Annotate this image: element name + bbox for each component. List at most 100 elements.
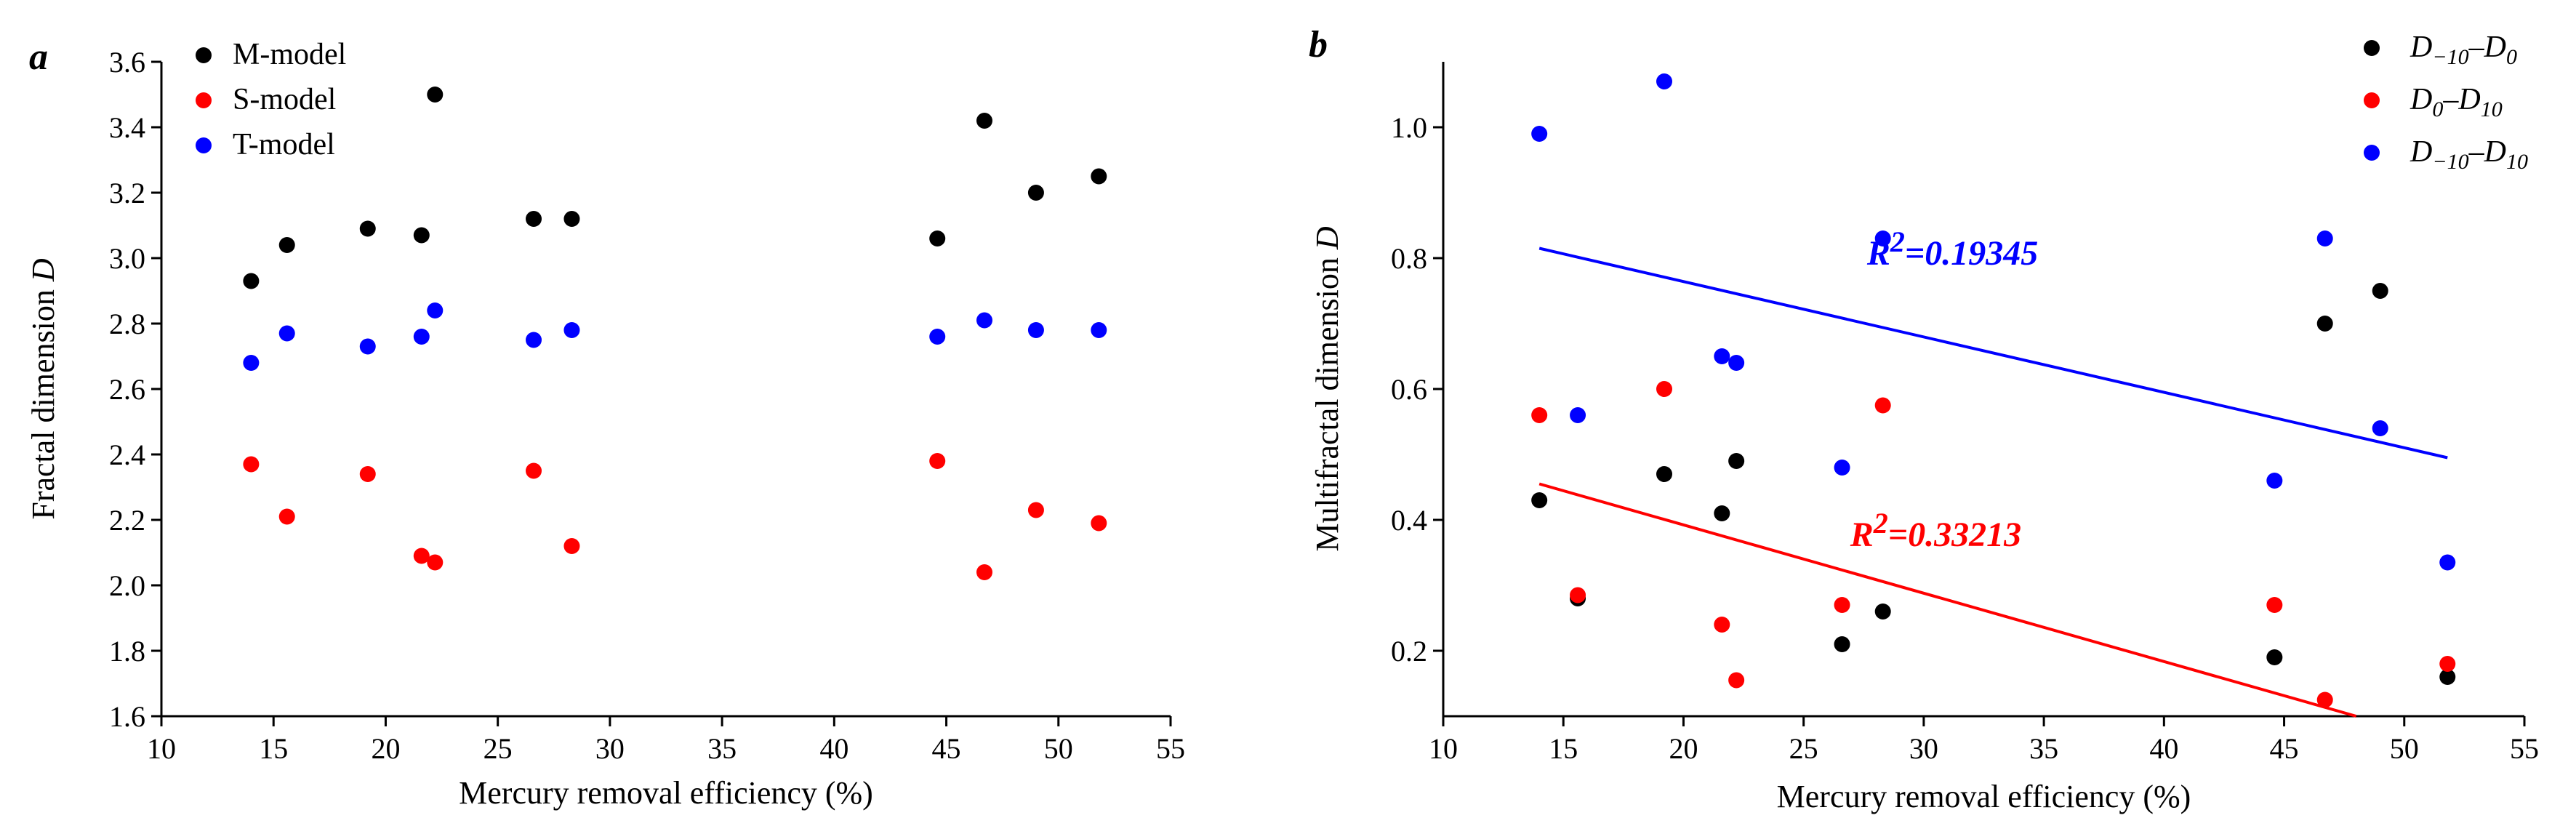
y-tick-label: 2.4 [109, 438, 145, 471]
y-tick-label: 2.2 [109, 504, 145, 537]
data-point [413, 227, 430, 244]
data-point [243, 456, 260, 473]
data-point [2266, 649, 2283, 665]
x-axis-label: Mercury removal efficiency (%) [1777, 779, 2191, 814]
data-point [2372, 283, 2388, 299]
data-point [563, 322, 580, 338]
data-point [1656, 73, 1673, 89]
x-tick-label: 50 [2390, 732, 2419, 765]
data-point [1834, 597, 1850, 613]
x-tick-label: 25 [483, 732, 513, 765]
data-point [1728, 453, 1745, 469]
r-squared-exponent: 2 [1890, 225, 1905, 258]
legend-label-part: D [2410, 135, 2432, 169]
legend-label-part: D [2410, 83, 2432, 116]
data-point [526, 332, 542, 348]
panel-b: 10 15 20 25 30 35 40 45 50 550.20.40.60.81.0Mercu… [1309, 24, 2539, 814]
y-axis-label-symbol: D [1309, 226, 1345, 250]
y-tick-label: 0.6 [1391, 373, 1427, 406]
x-axis-label: Mercury removal efficiency (%) [459, 775, 873, 811]
x-tick-label: 40 [2149, 732, 2178, 765]
trendline [1538, 482, 2357, 718]
legend-label-subscript: −10 [2432, 45, 2468, 69]
data-point [1728, 355, 1745, 371]
legend-label: T-model [233, 128, 335, 161]
data-point [1570, 587, 1586, 604]
r-squared-label: R2=0.33213 [1850, 507, 2021, 554]
data-point [2439, 554, 2456, 571]
y-tick-label: 0.8 [1391, 242, 1427, 275]
data-point [2372, 420, 2388, 436]
data-point [1874, 230, 1891, 246]
legend-label-part: –D [2468, 135, 2506, 169]
legend-label-part: D [2410, 31, 2432, 64]
data-point [563, 538, 580, 554]
data-point [929, 230, 946, 246]
data-point [359, 466, 376, 482]
x-tick-label: 30 [595, 732, 625, 765]
y-tick-label: 2.8 [109, 308, 145, 340]
x-tick-label: 20 [371, 732, 400, 765]
panel-a: 10 15 20 25 30 35 40 45 50 55 1.6 1.8 2.0 2.2 2.4 2.6 2.… [25, 36, 1185, 811]
x-tick-label: 15 [1549, 732, 1578, 765]
data-point [1728, 672, 1745, 689]
legend-label-subscript: 0 [2506, 45, 2517, 69]
data-point [929, 329, 946, 345]
x-tick-label: 55 [1156, 732, 1185, 765]
data-point [1091, 515, 1107, 532]
y-tick-label: 1.8 [109, 635, 145, 667]
legend-marker [196, 137, 212, 153]
x-tick-label: 45 [932, 732, 961, 765]
data-point [1027, 185, 1044, 201]
data-point [427, 554, 444, 571]
legend-label: M-model [233, 38, 346, 71]
y-tick-label: 2.0 [109, 569, 145, 602]
data-point [976, 113, 992, 129]
data-point [1714, 617, 1730, 633]
r-squared-value: =0.33213 [1888, 516, 2021, 554]
r-squared-value: =0.19345 [1905, 234, 2038, 273]
data-point [1834, 636, 1850, 652]
y-tick-label: 2.6 [109, 373, 145, 406]
y-axis-label-symbol: D [25, 258, 61, 282]
data-point [243, 273, 260, 289]
legend-marker [2364, 40, 2380, 56]
data-point [929, 453, 946, 469]
data-point [1027, 322, 1044, 338]
legend-label-part: –D [2442, 83, 2480, 116]
data-point [1027, 502, 1044, 518]
x-tick-label: 50 [1044, 732, 1073, 765]
data-point [1531, 407, 1548, 423]
data-point [2316, 691, 2333, 708]
data-point [427, 302, 444, 318]
data-point [278, 325, 295, 342]
x-tick-label: 15 [259, 732, 288, 765]
panel-label: a [29, 36, 48, 78]
data-point [1656, 381, 1673, 397]
data-point [1570, 407, 1586, 423]
y-axis-label: Multifractal dimension D [1309, 226, 1345, 551]
legend-marker [2364, 92, 2380, 108]
data-point [2316, 230, 2333, 246]
legend-label: S-model [233, 83, 336, 116]
data-point [2439, 656, 2456, 672]
data-point [976, 312, 992, 329]
x-tick-label: 35 [2029, 732, 2058, 765]
x-tick-label: 30 [1909, 732, 1938, 765]
x-tick-label: 20 [1669, 732, 1698, 765]
legend-label-part: –D [2468, 31, 2506, 64]
trendline [1538, 246, 2448, 460]
legend-marker [196, 92, 212, 108]
legend-marker [196, 47, 212, 63]
y-tick-label: 0.2 [1391, 635, 1427, 667]
data-point [2266, 597, 2283, 613]
legend-label-subscript: 10 [2506, 150, 2528, 174]
r-squared-label: R2=0.19345 [1866, 225, 2038, 273]
legend-label: D0–D10 [2410, 83, 2503, 121]
data-point [1091, 322, 1107, 338]
data-point [1714, 505, 1730, 521]
data-point [1531, 492, 1548, 508]
x-tick-label: 55 [2510, 732, 2539, 765]
data-point [526, 462, 542, 479]
x-tick-label: 40 [819, 732, 848, 765]
